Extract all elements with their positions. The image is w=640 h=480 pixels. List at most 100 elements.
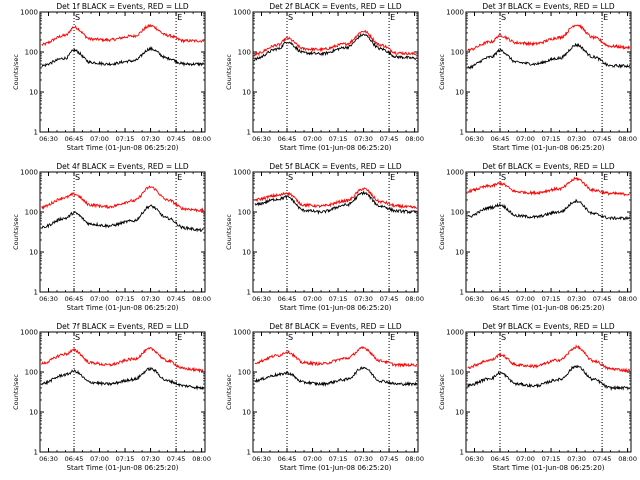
plot-frame xyxy=(465,171,632,293)
x-tick-label: 07:15 xyxy=(116,135,135,143)
y-tick-label: 10 xyxy=(29,249,38,257)
lld-series-line xyxy=(254,346,418,368)
y-tick-label: 1 xyxy=(247,129,251,137)
x-tick-label: 07:30 xyxy=(141,135,160,143)
start-marker-label: S xyxy=(288,13,293,22)
x-tick-label: 06:30 xyxy=(39,455,58,463)
x-tick-label: 07:45 xyxy=(380,295,399,303)
y-tick-label: 100 xyxy=(451,209,464,217)
y-tick-label: 1 xyxy=(247,289,251,297)
x-axis-label: Start Time (01-Jun-08 06:25:20) xyxy=(67,304,179,312)
start-marker-label: S xyxy=(75,333,80,342)
y-tick-label: 10 xyxy=(455,249,464,257)
x-tick-label: 07:15 xyxy=(116,455,135,463)
x-axis-label: Start Time (01-Jun-08 06:25:20) xyxy=(67,144,179,152)
x-tick-label: 08:00 xyxy=(192,455,211,463)
y-tick-label: 100 xyxy=(25,369,38,377)
x-tick-label: 07:30 xyxy=(141,295,160,303)
panel-title: Det 8f BLACK = Events, RED = LLD xyxy=(269,322,402,331)
panel-2: Det 2f BLACK = Events, RED = LLD 1 10 100 10… xyxy=(225,2,424,152)
panel-6: Det 6f BLACK = Events, RED = LLD 1 10 100 10… xyxy=(438,162,637,312)
x-tick-label: 07:45 xyxy=(380,455,399,463)
end-marker-label: E xyxy=(390,333,395,342)
x-tick-label: 08:00 xyxy=(192,295,211,303)
x-tick-label: 07:15 xyxy=(329,295,348,303)
x-tick-label: 07:00 xyxy=(303,455,322,463)
y-tick-label: 100 xyxy=(238,369,251,377)
y-axis-label: Counts/sec xyxy=(12,54,20,90)
panel-5: Det 5f BLACK = Events, RED = LLD 1 10 100 10… xyxy=(225,162,424,312)
y-tick-label: 10 xyxy=(455,409,464,417)
y-axis-label: Counts/sec xyxy=(438,54,446,90)
panel-title: Det 9f BLACK = Events, RED = LLD xyxy=(482,322,615,331)
end-marker-label: E xyxy=(603,333,608,342)
y-tick-label: 1000 xyxy=(20,169,38,177)
events-series-line xyxy=(467,42,631,70)
x-tick-label: 06:45 xyxy=(278,135,297,143)
y-tick-label: 1000 xyxy=(446,169,464,177)
y-tick-label: 1000 xyxy=(446,9,464,17)
panel-title: Det 1f BLACK = Events, RED = LLD xyxy=(56,2,189,11)
panel-title: Det 4f BLACK = Events, RED = LLD xyxy=(56,162,189,171)
y-tick-label: 1 xyxy=(34,129,38,137)
panel-title: Det 2f BLACK = Events, RED = LLD xyxy=(269,2,402,11)
events-series-line xyxy=(467,198,631,221)
plot-frame xyxy=(252,171,419,293)
y-tick-label: 100 xyxy=(238,209,251,217)
x-tick-label: 07:15 xyxy=(542,455,561,463)
end-marker-label: E xyxy=(603,13,608,22)
x-tick-label: 07:00 xyxy=(516,295,535,303)
y-tick-label: 1000 xyxy=(233,9,251,17)
events-series-line xyxy=(254,33,417,61)
x-tick-label: 06:30 xyxy=(252,135,271,143)
x-tick-label: 06:30 xyxy=(252,455,271,463)
plot-frame xyxy=(39,171,206,293)
panel-title: Det 5f BLACK = Events, RED = LLD xyxy=(269,162,402,171)
y-axis-label: Counts/sec xyxy=(225,374,233,410)
y-tick-label: 10 xyxy=(242,409,251,417)
y-tick-label: 1 xyxy=(34,289,38,297)
y-tick-label: 1000 xyxy=(233,329,251,337)
x-tick-label: 07:00 xyxy=(90,455,109,463)
x-tick-label: 06:45 xyxy=(491,295,510,303)
x-tick-label: 07:30 xyxy=(567,295,586,303)
x-axis-label: Start Time (01-Jun-08 06:25:20) xyxy=(67,464,179,472)
events-series-line xyxy=(41,46,204,68)
x-tick-label: 07:15 xyxy=(116,295,135,303)
y-tick-label: 100 xyxy=(451,369,464,377)
y-axis-label: Counts/sec xyxy=(438,374,446,410)
panel-1: Det 1f BLACK = Events, RED = LLD 1 10 100 10… xyxy=(12,2,211,152)
x-tick-label: 07:45 xyxy=(593,135,612,143)
start-marker-label: S xyxy=(501,333,506,342)
events-series-line xyxy=(254,190,417,215)
y-axis-label: Counts/sec xyxy=(438,214,446,250)
x-tick-label: 07:00 xyxy=(303,135,322,143)
y-axis-label: Counts/sec xyxy=(225,54,233,90)
events-series-line xyxy=(41,204,204,233)
x-tick-label: 07:30 xyxy=(567,455,586,463)
y-tick-label: 10 xyxy=(455,89,464,97)
lld-series-line xyxy=(41,346,204,374)
y-tick-label: 1 xyxy=(247,449,251,457)
panel-title: Det 3f BLACK = Events, RED = LLD xyxy=(482,2,615,11)
y-tick-label: 10 xyxy=(242,89,251,97)
x-tick-label: 06:45 xyxy=(278,455,297,463)
y-tick-label: 1 xyxy=(460,449,464,457)
y-tick-label: 10 xyxy=(29,89,38,97)
x-tick-label: 07:45 xyxy=(593,455,612,463)
y-tick-label: 1000 xyxy=(446,329,464,337)
lld-series-line xyxy=(41,185,204,213)
x-tick-label: 07:45 xyxy=(167,135,186,143)
plot-frame xyxy=(39,331,206,453)
x-axis-label: Start Time (01-Jun-08 06:25:20) xyxy=(280,464,392,472)
x-tick-label: 08:00 xyxy=(405,455,424,463)
x-tick-label: 07:00 xyxy=(516,135,535,143)
start-marker-label: S xyxy=(75,173,80,182)
x-tick-label: 06:45 xyxy=(65,135,84,143)
x-tick-label: 07:00 xyxy=(303,295,322,303)
x-tick-label: 07:00 xyxy=(516,455,535,463)
x-tick-label: 06:30 xyxy=(465,455,484,463)
x-tick-label: 08:00 xyxy=(405,135,424,143)
plot-frame xyxy=(465,11,632,133)
